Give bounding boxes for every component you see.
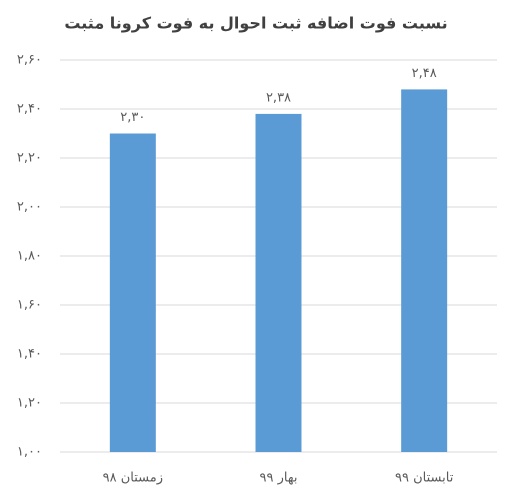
x-tick-label: تابستان ۹۹	[395, 471, 454, 486]
y-tick-label: ۲,۲۰	[17, 151, 42, 166]
y-tick-label: ۲,۶۰	[17, 53, 42, 68]
bar	[255, 113, 302, 453]
value-label: ۲,۳۸	[266, 90, 291, 105]
chart-title: نسبت فوت اضافه ثبت احوال به فوت کرونا مث…	[64, 14, 447, 33]
x-tick-label: بهار ۹۹	[260, 471, 298, 486]
y-tick-label: ۲,۰۰	[17, 200, 42, 215]
y-tick-label: ۲,۴۰	[17, 102, 42, 117]
bar	[109, 133, 156, 452]
y-tick-label: ۱,۸۰	[17, 249, 42, 264]
y-tick-label: ۱,۲۰	[17, 396, 42, 411]
value-label: ۲,۳۰	[120, 110, 145, 125]
y-tick-label: ۱,۴۰	[17, 347, 42, 362]
y-tick-label: ۱,۶۰	[17, 298, 42, 313]
x-tick-label: زمستان ۹۸	[103, 471, 163, 486]
value-label: ۲,۴۸	[412, 66, 437, 81]
bar	[401, 89, 448, 453]
y-tick-label: ۱,۰۰	[17, 445, 42, 460]
